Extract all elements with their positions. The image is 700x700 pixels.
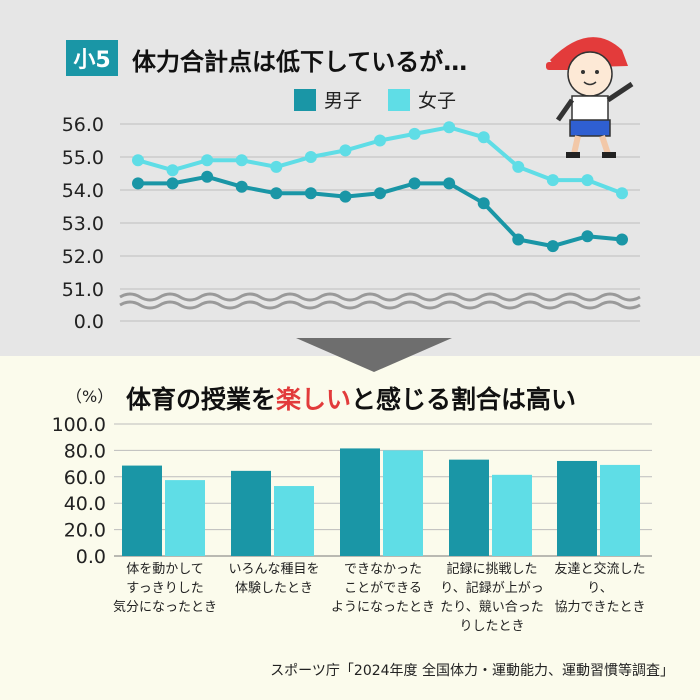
boys-bar bbox=[449, 459, 489, 556]
bar-y-tick-label: 80.0 bbox=[64, 440, 106, 462]
girls-bar bbox=[600, 464, 640, 556]
line-chart-title: 体力合計点は低下しているが… bbox=[132, 48, 468, 76]
boys-point bbox=[581, 230, 594, 243]
girls-point bbox=[166, 164, 179, 177]
bar-chart-title: 体育の授業を楽しいと感じる割合は高い bbox=[126, 380, 576, 416]
boys-point bbox=[166, 177, 179, 190]
girls-bar bbox=[492, 474, 532, 556]
girls-point bbox=[339, 144, 352, 157]
boys-point bbox=[616, 233, 628, 246]
girls-point bbox=[581, 174, 594, 187]
girls-point bbox=[443, 121, 456, 134]
bar-category-label: 友達と交流したり、 協力できたとき bbox=[554, 562, 646, 615]
legend-label-boys: 男子 bbox=[324, 90, 363, 112]
boys-bar bbox=[122, 465, 162, 556]
girls-bar bbox=[383, 450, 423, 556]
boys-point bbox=[132, 177, 144, 190]
down-arrow bbox=[296, 338, 452, 372]
boys-bar bbox=[231, 470, 271, 556]
axis-break-wave bbox=[119, 300, 641, 310]
girls-point bbox=[374, 134, 386, 147]
bar-y-tick-label: 60.0 bbox=[64, 467, 106, 489]
girls-point bbox=[408, 127, 421, 140]
bar-y-tick-label: 100.0 bbox=[52, 414, 106, 436]
line-y-tick-label: 54.0 bbox=[62, 180, 104, 202]
boys-point bbox=[512, 233, 525, 246]
legend-item-girls: 女子 bbox=[388, 86, 456, 113]
line-y-tick-label: 51.0 bbox=[62, 279, 104, 301]
boys-point bbox=[546, 240, 559, 253]
line-y-tick-label: 55.0 bbox=[62, 147, 104, 169]
bar-y-unit: （%） bbox=[66, 387, 114, 406]
bar-title-part2: と感じる割合は高い bbox=[351, 385, 577, 414]
boys-point bbox=[477, 197, 490, 210]
child-illustration bbox=[546, 37, 634, 158]
source-note: スポーツ庁「2024年度 全国体力・運動能力、運動習慣等調査」 bbox=[270, 663, 674, 679]
girls-point bbox=[477, 131, 490, 144]
line-y-tick-label: 52.0 bbox=[62, 246, 104, 268]
bar-title-part1: 体育の授業を bbox=[126, 385, 277, 414]
line-chart: 56.0 55.0 54.0 53.0 52.0 51.0 0.0 bbox=[62, 114, 641, 333]
boys-bar bbox=[340, 448, 380, 556]
boys-point bbox=[304, 187, 317, 200]
girls-bar bbox=[274, 486, 314, 556]
bar-y-tick-label: 0.0 bbox=[76, 546, 106, 568]
girls-point bbox=[235, 154, 248, 167]
boys-point bbox=[408, 177, 421, 190]
girls-point bbox=[546, 174, 559, 187]
girls-point bbox=[201, 154, 214, 167]
girls-point bbox=[304, 151, 317, 163]
boys-point bbox=[374, 187, 386, 200]
line-y-tick-label: 0.0 bbox=[74, 311, 104, 333]
bar-category-label: いろんな種目を 体験したとき bbox=[228, 562, 320, 596]
girls-point bbox=[270, 160, 283, 173]
boys-point bbox=[270, 187, 283, 200]
boys-point bbox=[443, 177, 456, 190]
bar-title-highlight: 楽しい bbox=[276, 385, 352, 414]
bar-category-label: できなかった ことができる ようになったとき bbox=[330, 562, 435, 615]
bar-y-tick-label: 20.0 bbox=[64, 520, 106, 542]
bar-category-label: 記録に挑戦したり、記録が上がったり、競い合ったりしたとき bbox=[440, 562, 544, 634]
boys-point bbox=[339, 190, 352, 203]
girls-point bbox=[512, 160, 525, 173]
axis-break-wave bbox=[119, 292, 641, 302]
girls-bar bbox=[165, 480, 205, 556]
line-y-tick-label: 56.0 bbox=[62, 114, 104, 136]
legend-swatch-girls bbox=[388, 88, 411, 111]
boys-bar bbox=[557, 460, 597, 556]
boys-point bbox=[201, 170, 214, 183]
girls-point bbox=[132, 154, 144, 167]
legend-label-girls: 女子 bbox=[418, 90, 457, 112]
bar-category-label: 体を動かして すっきりした 気分になったとき bbox=[112, 562, 217, 615]
line-y-tick-label: 53.0 bbox=[62, 213, 104, 235]
legend-item-boys: 男子 bbox=[294, 86, 362, 113]
grade-badge: 小5 bbox=[66, 40, 118, 76]
girls-point bbox=[616, 187, 628, 200]
legend-swatch-boys bbox=[294, 88, 316, 111]
bar-y-tick-label: 40.0 bbox=[64, 493, 106, 515]
boys-point bbox=[235, 180, 248, 193]
legend: 男子 女子 bbox=[294, 86, 456, 113]
